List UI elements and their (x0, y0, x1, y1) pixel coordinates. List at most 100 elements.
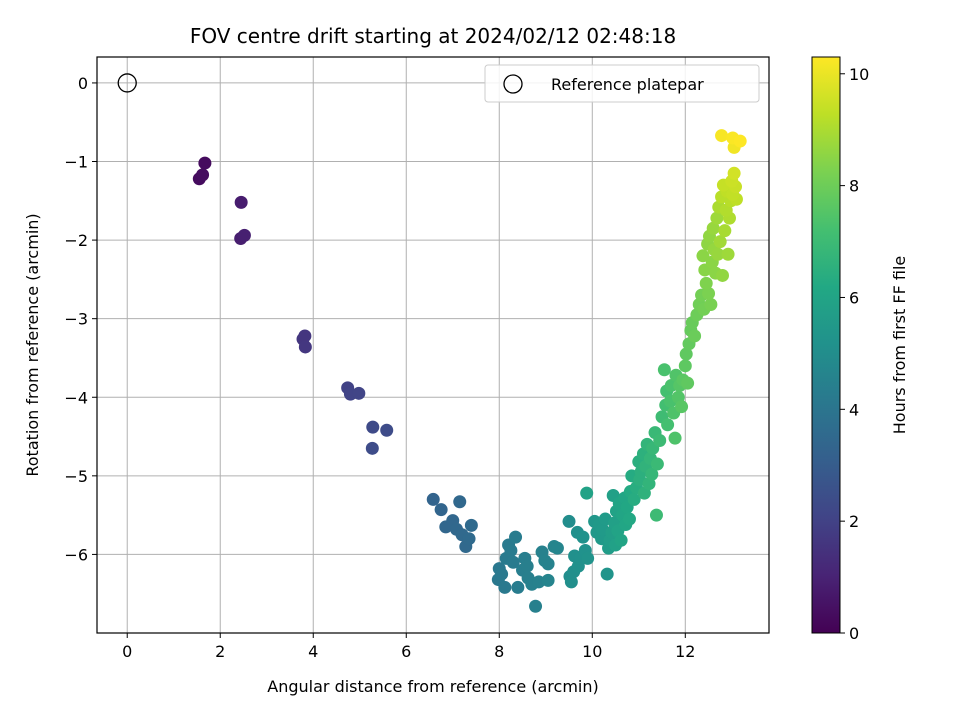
data-point (366, 420, 380, 434)
data-point (713, 235, 727, 249)
legend-marker-icon (503, 74, 523, 94)
data-point (520, 559, 534, 573)
colorbar-ticks: 0 2 4 6 8 10 (840, 65, 869, 643)
x-tick-label: 6 (401, 642, 411, 661)
x-tick-label: 4 (308, 642, 318, 661)
colorbar-tick-label: 6 (849, 288, 859, 307)
data-point (504, 543, 518, 557)
data-point (657, 363, 671, 377)
y-axis-label: Rotation from reference (arcmin) (23, 213, 42, 476)
legend-box (484, 64, 760, 103)
data-point (462, 532, 476, 546)
y-tick-label: −5 (64, 467, 88, 486)
data-point (681, 376, 695, 390)
data-point (650, 457, 664, 471)
y-axis-ticks: 0 −1 −2 −3 −4 −5 −6 (64, 74, 97, 564)
colorbar-label: Hours from first FF file (890, 256, 909, 435)
data-point (237, 228, 251, 242)
data-point (699, 276, 713, 290)
colorbar: 0 2 4 6 8 10 Hours from first FF file (811, 56, 909, 643)
data-point (627, 492, 641, 506)
data-point (721, 247, 735, 261)
x-axis-label: Angular distance from reference (arcmin) (267, 677, 598, 696)
data-point (352, 386, 366, 400)
data-point (622, 512, 636, 526)
data-point (498, 580, 512, 594)
colorbar-tick-label: 8 (849, 177, 859, 196)
grid-lines (97, 57, 769, 633)
colorbar-gradient (811, 56, 841, 634)
data-point (464, 518, 478, 532)
data-point (495, 567, 509, 581)
plot-frame (96, 56, 770, 634)
data-point (506, 555, 520, 569)
data-point (426, 492, 440, 506)
data-point (727, 166, 741, 180)
data-point (453, 495, 467, 509)
x-tick-label: 2 (215, 642, 225, 661)
data-point (718, 224, 732, 238)
data-point (562, 514, 576, 528)
y-tick-label: −4 (64, 388, 88, 407)
data-point (234, 195, 248, 209)
data-point (706, 221, 720, 235)
colorbar-tick-label: 10 (849, 65, 869, 84)
legend-label: Reference platepar (551, 75, 704, 94)
x-tick-label: 8 (494, 642, 504, 661)
data-point (661, 418, 675, 432)
reference-platepar-marker (117, 73, 137, 93)
reference-marker-layer (117, 73, 137, 93)
data-point (298, 329, 312, 343)
data-point (733, 134, 747, 148)
data-point (198, 156, 212, 170)
data-point (511, 580, 525, 594)
data-point (541, 573, 555, 587)
data-point (196, 168, 210, 182)
data-point (580, 486, 594, 500)
data-point (704, 298, 718, 312)
data-point (380, 423, 394, 437)
y-tick-label: 0 (78, 74, 88, 93)
data-point (581, 551, 595, 565)
y-tick-label: −6 (64, 545, 88, 564)
y-tick-label: −3 (64, 310, 88, 329)
data-point (675, 400, 689, 414)
data-point (564, 575, 578, 589)
data-point (600, 567, 614, 581)
data-point (298, 340, 312, 354)
data-point (550, 541, 564, 555)
colorbar-tick-label: 4 (849, 400, 859, 419)
y-tick-label: −1 (64, 153, 88, 172)
chart-title: FOV centre drift starting at 2024/02/12 … (190, 24, 676, 48)
colorbar-tick-label: 2 (849, 512, 859, 531)
data-point (529, 599, 543, 613)
data-point (645, 467, 659, 481)
data-point (696, 249, 710, 263)
legend: Reference platepar (484, 64, 760, 103)
colorbar-tick-label: 0 (849, 624, 859, 643)
data-point (710, 211, 724, 225)
data-point (653, 433, 667, 447)
x-tick-label: 12 (675, 642, 695, 661)
y-tick-label: −2 (64, 231, 88, 250)
data-point (678, 359, 692, 373)
data-point (715, 129, 729, 143)
data-point (365, 441, 379, 455)
x-tick-label: 0 (122, 642, 132, 661)
data-point (715, 268, 729, 282)
data-point (649, 508, 663, 522)
data-point (679, 347, 693, 361)
data-point (668, 431, 682, 445)
x-tick-label: 10 (582, 642, 602, 661)
data-point (688, 329, 702, 343)
data-point (434, 503, 448, 517)
data-point (541, 557, 555, 571)
data-point (576, 530, 590, 544)
data-points (192, 129, 747, 613)
data-point (509, 530, 523, 544)
x-axis-ticks: 0 2 4 6 8 10 12 (122, 633, 695, 661)
data-point (702, 287, 716, 301)
data-point (614, 533, 628, 547)
data-point (711, 247, 725, 261)
